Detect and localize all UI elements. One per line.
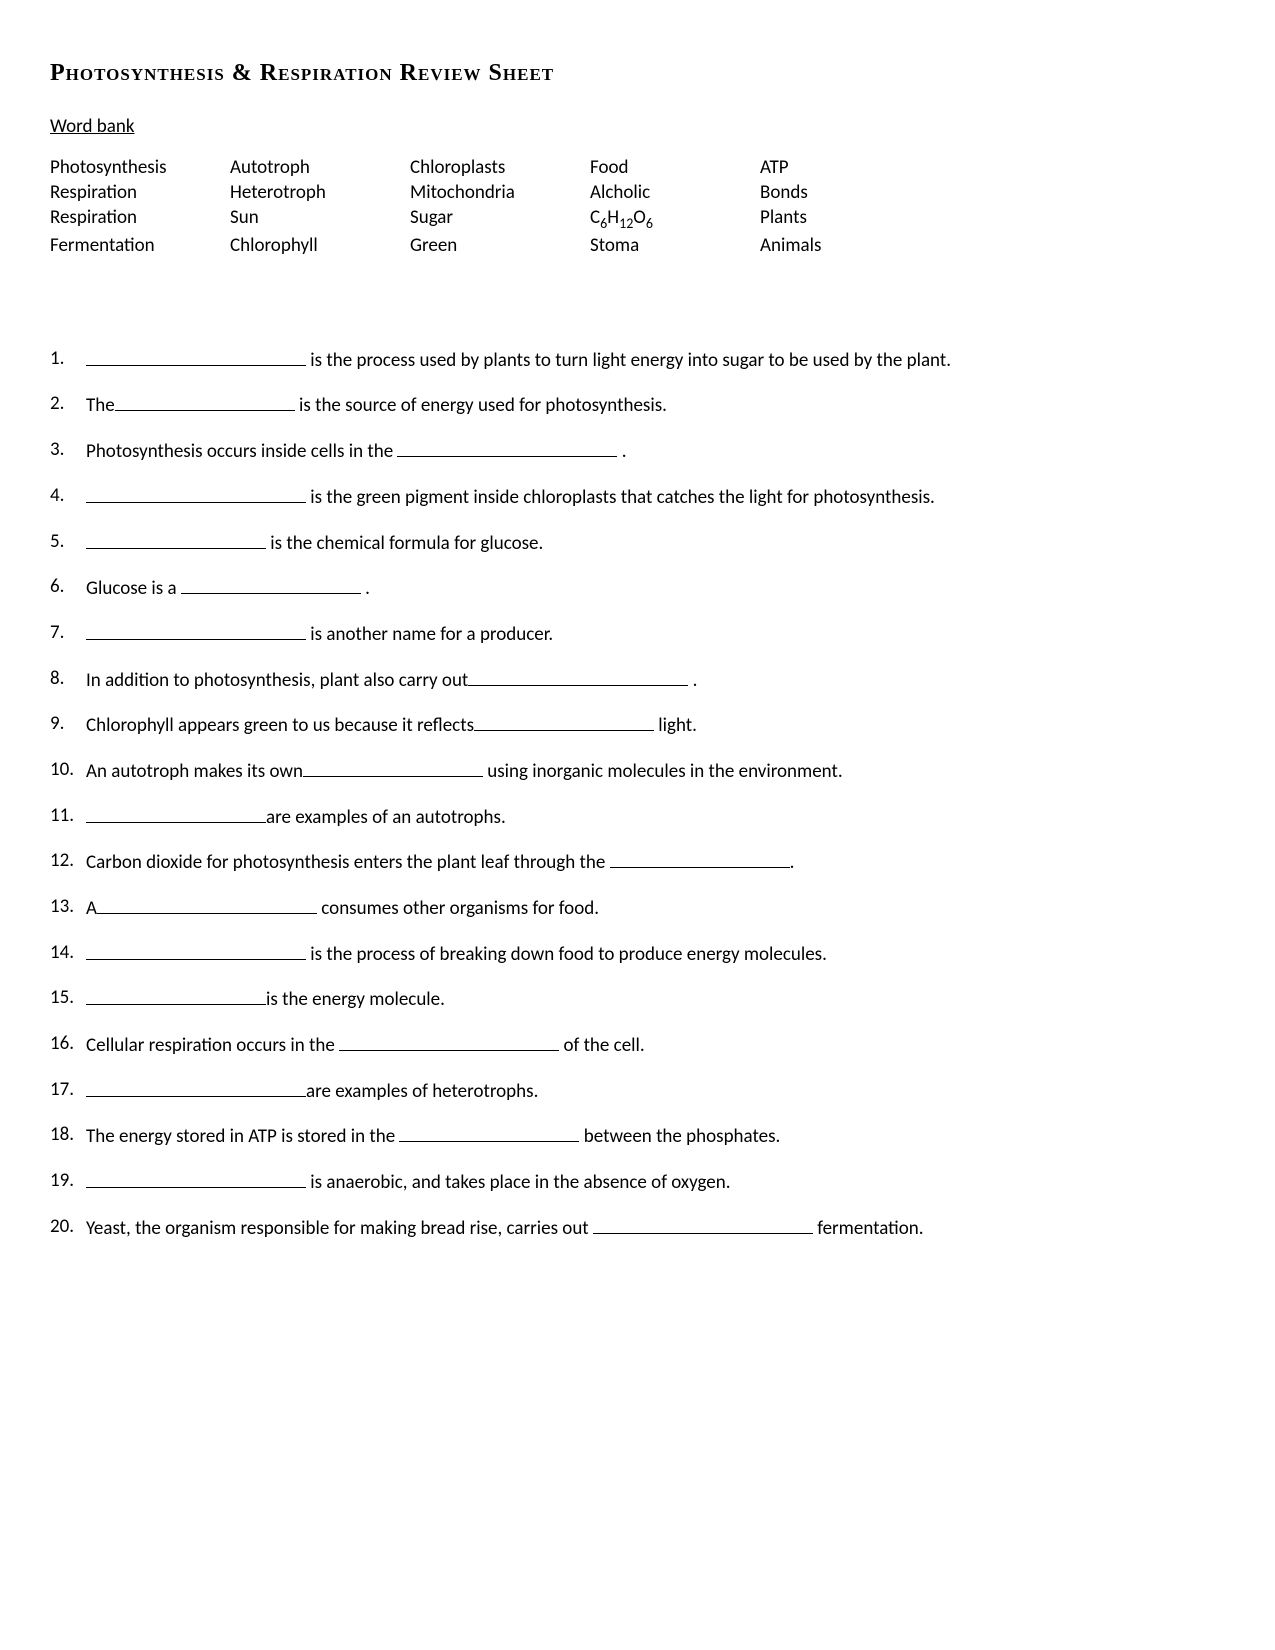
- word-bank-cell: Autotroph: [230, 156, 410, 179]
- word-bank-cell: Respiration: [50, 206, 230, 232]
- question-text: Cellular respiration occurs in the: [86, 1034, 339, 1057]
- word-bank-cell: Food: [590, 156, 760, 179]
- fill-blank[interactable]: [115, 392, 295, 411]
- question-text: are examples of an autotrophs.: [266, 806, 506, 829]
- question-item: is the process of breaking down food to …: [50, 941, 1225, 968]
- question-text: is the process used by plants to turn li…: [306, 349, 951, 372]
- question-item: is the chemical formula for glucose.: [50, 530, 1225, 557]
- question-text: .: [688, 669, 697, 692]
- word-bank-cell: Chloroplasts: [410, 156, 590, 179]
- fill-blank[interactable]: [397, 438, 617, 457]
- word-bank-cell: Respiration: [50, 181, 230, 204]
- question-item: The energy stored in ATP is stored in th…: [50, 1123, 1225, 1150]
- question-text: using inorganic molecules in the environ…: [483, 760, 843, 783]
- fill-blank[interactable]: [303, 758, 483, 777]
- question-text: Photosynthesis occurs inside cells in th…: [86, 440, 397, 463]
- fill-blank[interactable]: [86, 1169, 306, 1188]
- fill-blank[interactable]: [399, 1123, 579, 1142]
- question-text: .: [361, 577, 370, 600]
- fill-blank[interactable]: [86, 941, 306, 960]
- page-title: Photosynthesis & Respiration Review Shee…: [50, 60, 1225, 87]
- question-item: is the green pigment inside chloroplasts…: [50, 484, 1225, 511]
- question-item: is another name for a producer.: [50, 621, 1225, 648]
- fill-blank[interactable]: [97, 895, 317, 914]
- word-bank-cell: C6H12O6: [590, 206, 760, 232]
- question-text: The energy stored in ATP is stored in th…: [86, 1125, 399, 1148]
- question-item: are examples of an autotrophs.: [50, 804, 1225, 831]
- fill-blank[interactable]: [593, 1215, 813, 1234]
- question-text: .: [617, 440, 626, 463]
- question-item: The is the source of energy used for pho…: [50, 392, 1225, 419]
- fill-blank[interactable]: [86, 804, 266, 823]
- fill-blank[interactable]: [86, 1078, 306, 1097]
- word-bank-cell: Sun: [230, 206, 410, 232]
- question-text: The: [86, 394, 115, 417]
- word-bank-cell: Heterotroph: [230, 181, 410, 204]
- questions-list: is the process used by plants to turn li…: [50, 347, 1225, 1242]
- fill-blank[interactable]: [339, 1032, 559, 1051]
- question-item: A consumes other organisms for food.: [50, 895, 1225, 922]
- question-text: An autotroph makes its own: [86, 760, 303, 783]
- question-text: fermentation.: [813, 1217, 924, 1240]
- question-item: In addition to photosynthesis, plant als…: [50, 667, 1225, 694]
- question-item: Glucose is a .: [50, 575, 1225, 602]
- question-text: is the energy molecule.: [266, 988, 445, 1011]
- question-text: .: [790, 851, 795, 874]
- question-item: are examples of heterotrophs.: [50, 1078, 1225, 1105]
- question-text: consumes other organisms for food.: [317, 897, 599, 920]
- question-item: is the process used by plants to turn li…: [50, 347, 1225, 374]
- question-item: is anaerobic, and takes place in the abs…: [50, 1169, 1225, 1196]
- word-bank-cell: Animals: [760, 234, 930, 257]
- question-text: Chlorophyll appears green to us because …: [86, 714, 474, 737]
- question-item: is the energy molecule.: [50, 986, 1225, 1013]
- question-text: Glucose is a: [86, 577, 181, 600]
- question-item: Chlorophyll appears green to us because …: [50, 712, 1225, 739]
- word-bank-cell: Fermentation: [50, 234, 230, 257]
- question-text: is the chemical formula for glucose.: [266, 532, 543, 555]
- question-item: Carbon dioxide for photosynthesis enters…: [50, 849, 1225, 876]
- word-bank-cell: Bonds: [760, 181, 930, 204]
- question-text: between the phosphates.: [579, 1125, 780, 1148]
- word-bank-table: PhotosynthesisAutotrophChloroplastsFoodA…: [50, 156, 1225, 257]
- word-bank-cell: Stoma: [590, 234, 760, 257]
- word-bank-cell: Sugar: [410, 206, 590, 232]
- fill-blank[interactable]: [86, 347, 306, 366]
- fill-blank[interactable]: [181, 575, 361, 594]
- fill-blank[interactable]: [86, 986, 266, 1005]
- word-bank-label: Word bank: [50, 115, 1225, 138]
- fill-blank[interactable]: [474, 712, 654, 731]
- question-text: Carbon dioxide for photosynthesis enters…: [86, 851, 610, 874]
- question-item: Photosynthesis occurs inside cells in th…: [50, 438, 1225, 465]
- question-item: Yeast, the organism responsible for maki…: [50, 1215, 1225, 1242]
- question-text: In addition to photosynthesis, plant als…: [86, 669, 468, 692]
- question-text: is the source of energy used for photosy…: [295, 394, 667, 417]
- question-text: Yeast, the organism responsible for maki…: [86, 1217, 593, 1240]
- word-bank-cell: Chlorophyll: [230, 234, 410, 257]
- word-bank-cell: Plants: [760, 206, 930, 232]
- question-text: is the process of breaking down food to …: [306, 943, 827, 966]
- fill-blank[interactable]: [86, 530, 266, 549]
- question-item: Cellular respiration occurs in the of th…: [50, 1032, 1225, 1059]
- word-bank-cell: Alcholic: [590, 181, 760, 204]
- word-bank-cell: Green: [410, 234, 590, 257]
- word-bank-cell: Photosynthesis: [50, 156, 230, 179]
- question-text: light.: [654, 714, 697, 737]
- question-text: is the green pigment inside chloroplasts…: [306, 486, 935, 509]
- question-item: An autotroph makes its own using inorgan…: [50, 758, 1225, 785]
- fill-blank[interactable]: [86, 621, 306, 640]
- question-text: A: [86, 897, 97, 920]
- word-bank-cell: ATP: [760, 156, 930, 179]
- fill-blank[interactable]: [610, 849, 790, 868]
- fill-blank[interactable]: [86, 484, 306, 503]
- question-text: is anaerobic, and takes place in the abs…: [306, 1171, 731, 1194]
- fill-blank[interactable]: [468, 667, 688, 686]
- word-bank-cell: Mitochondria: [410, 181, 590, 204]
- question-text: are examples of heterotrophs.: [306, 1080, 538, 1103]
- question-text: is another name for a producer.: [306, 623, 553, 646]
- question-text: of the cell.: [559, 1034, 645, 1057]
